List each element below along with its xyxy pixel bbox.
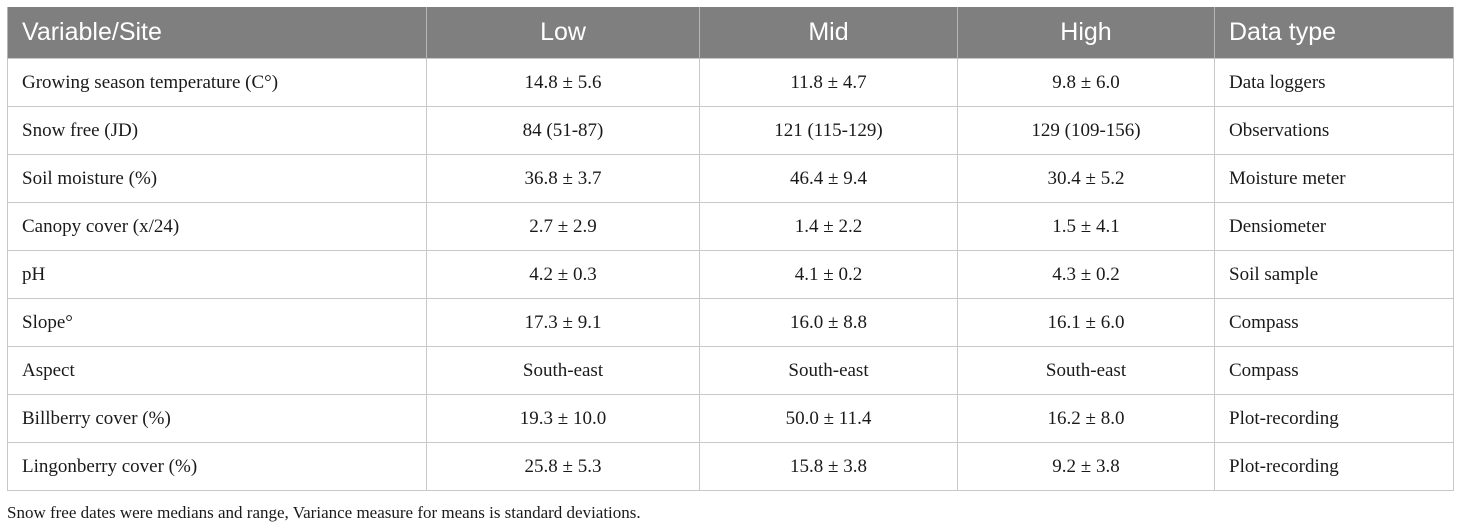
cell-low: 19.3 ± 10.0 [426,394,700,443]
cell-high: 9.8 ± 6.0 [957,58,1215,107]
table-header-row: Variable/Site Low Mid High Data type [7,7,1454,59]
cell-high: 16.1 ± 6.0 [957,298,1215,347]
cell-data-type: Soil sample [1214,250,1454,299]
cell-high: 16.2 ± 8.0 [957,394,1215,443]
table-row: Slope° 17.3 ± 9.1 16.0 ± 8.8 16.1 ± 6.0 … [7,298,1454,347]
header-data-type: Data type [1214,7,1454,59]
header-low: Low [426,7,700,59]
cell-low: 2.7 ± 2.9 [426,202,700,251]
cell-variable: Aspect [7,346,427,395]
cell-variable: Slope° [7,298,427,347]
cell-high: 1.5 ± 4.1 [957,202,1215,251]
cell-data-type: Compass [1214,346,1454,395]
cell-data-type: Moisture meter [1214,154,1454,203]
cell-mid: 50.0 ± 11.4 [699,394,958,443]
cell-low: 36.8 ± 3.7 [426,154,700,203]
table-row: Growing season temperature (C°) 14.8 ± 5… [7,58,1454,107]
cell-mid: 15.8 ± 3.8 [699,442,958,491]
table-row: Lingonberry cover (%) 25.8 ± 5.3 15.8 ± … [7,442,1454,491]
site-variables-table-container: Variable/Site Low Mid High Data type Gro… [7,7,1454,491]
cell-mid: 16.0 ± 8.8 [699,298,958,347]
cell-variable: Canopy cover (x/24) [7,202,427,251]
table-row: Snow free (JD) 84 (51-87) 121 (115-129) … [7,106,1454,155]
cell-high: 30.4 ± 5.2 [957,154,1215,203]
table-row: Canopy cover (x/24) 2.7 ± 2.9 1.4 ± 2.2 … [7,202,1454,251]
cell-low: 84 (51-87) [426,106,700,155]
cell-mid: South-east [699,346,958,395]
cell-variable: Lingonberry cover (%) [7,442,427,491]
cell-low: 14.8 ± 5.6 [426,58,700,107]
cell-data-type: Plot-recording [1214,394,1454,443]
table-row: pH 4.2 ± 0.3 4.1 ± 0.2 4.3 ± 0.2 Soil sa… [7,250,1454,299]
cell-low: 4.2 ± 0.3 [426,250,700,299]
cell-variable: Billberry cover (%) [7,394,427,443]
cell-high: 129 (109-156) [957,106,1215,155]
cell-mid: 11.8 ± 4.7 [699,58,958,107]
cell-low: South-east [426,346,700,395]
table-footnote: Snow free dates were medians and range, … [7,503,641,522]
cell-high: 9.2 ± 3.8 [957,442,1215,491]
cell-variable: pH [7,250,427,299]
cell-mid: 4.1 ± 0.2 [699,250,958,299]
header-mid: Mid [699,7,958,59]
cell-low: 25.8 ± 5.3 [426,442,700,491]
cell-variable: Growing season temperature (C°) [7,58,427,107]
cell-low: 17.3 ± 9.1 [426,298,700,347]
site-variables-table: Variable/Site Low Mid High Data type Gro… [7,7,1454,491]
cell-high: 4.3 ± 0.2 [957,250,1215,299]
cell-mid: 46.4 ± 9.4 [699,154,958,203]
cell-variable: Soil moisture (%) [7,154,427,203]
table-row: Soil moisture (%) 36.8 ± 3.7 46.4 ± 9.4 … [7,154,1454,203]
cell-variable: Snow free (JD) [7,106,427,155]
header-high: High [957,7,1215,59]
table-row: Billberry cover (%) 19.3 ± 10.0 50.0 ± 1… [7,394,1454,443]
cell-high: South-east [957,346,1215,395]
cell-data-type: Densiometer [1214,202,1454,251]
table-row: Aspect South-east South-east South-east … [7,346,1454,395]
cell-mid: 121 (115-129) [699,106,958,155]
cell-data-type: Data loggers [1214,58,1454,107]
cell-data-type: Plot-recording [1214,442,1454,491]
cell-data-type: Compass [1214,298,1454,347]
cell-data-type: Observations [1214,106,1454,155]
cell-mid: 1.4 ± 2.2 [699,202,958,251]
header-variable-site: Variable/Site [7,7,427,59]
